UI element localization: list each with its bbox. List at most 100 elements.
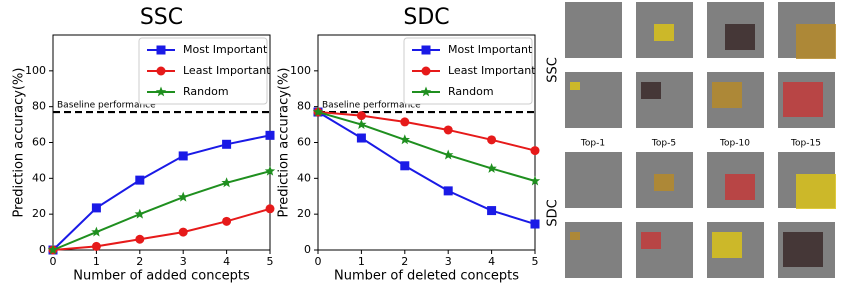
x-tick-label: 4: [488, 255, 495, 268]
image-content: [712, 232, 742, 258]
image-content: [725, 24, 755, 50]
y-axis-label: Prediction accuracy(%): [277, 68, 292, 218]
x-tick-label: 1: [93, 255, 100, 268]
y-tick-label: 60: [297, 136, 311, 149]
y-tick-label: 20: [32, 207, 46, 220]
y-tick-label: 100: [290, 64, 311, 77]
marker: [157, 46, 166, 55]
image-panel: [565, 2, 622, 58]
marker: [157, 67, 166, 76]
figure: SSC Number of added concepts Prediction ac…: [0, 0, 841, 289]
x-tick-label: 1: [358, 255, 365, 268]
marker: [135, 176, 144, 185]
marker: [222, 217, 231, 226]
row-label: SSC: [546, 57, 561, 83]
image-panel: [636, 72, 693, 128]
image-content: [783, 232, 823, 267]
y-tick-label: 80: [32, 100, 46, 113]
marker: [443, 150, 453, 160]
image-content: [641, 232, 661, 249]
image-panel: [565, 152, 622, 208]
image-content: [783, 82, 823, 117]
image-content: [725, 174, 755, 200]
marker: [179, 228, 188, 237]
image-content: [654, 174, 674, 191]
marker: [178, 192, 188, 202]
x-tick-label: 0: [50, 255, 57, 268]
marker: [266, 131, 275, 140]
legend-label: Random: [448, 85, 494, 98]
x-axis-label: Number of deleted concepts: [334, 269, 519, 284]
image-panel: [565, 72, 622, 128]
marker: [356, 119, 366, 129]
legend-label: Random: [183, 85, 229, 98]
x-tick-label: 3: [180, 255, 187, 268]
row-label: SDC: [546, 199, 561, 226]
x-tick-label: 2: [136, 255, 143, 268]
image-panel: [636, 222, 693, 278]
legend-label: Least Important: [448, 64, 536, 77]
column-label: Top-5: [651, 139, 676, 149]
series-line: [53, 171, 270, 250]
y-axis-label: Prediction accuracy(%): [12, 68, 27, 218]
series-line: [318, 112, 535, 181]
image-panel: [565, 222, 622, 278]
image-content: [712, 82, 742, 108]
y-tick-label: 40: [32, 171, 46, 184]
marker: [222, 140, 231, 149]
x-tick-label: 0: [315, 255, 322, 268]
marker: [444, 125, 453, 134]
x-tick-label: 5: [267, 255, 274, 268]
y-tick-label: 80: [297, 100, 311, 113]
column-label: Top-10: [719, 139, 750, 149]
legend-label: Most Important: [448, 43, 533, 56]
chart-title: SDC: [403, 5, 449, 30]
marker: [135, 235, 144, 244]
image-content: [796, 174, 836, 209]
marker: [266, 204, 275, 213]
marker: [92, 242, 101, 251]
x-tick-label: 2: [401, 255, 408, 268]
marker: [400, 134, 410, 144]
x-tick-label: 5: [532, 255, 539, 268]
image-content: [570, 232, 580, 240]
marker: [422, 46, 431, 55]
column-label: Top-15: [790, 139, 821, 149]
image-content: [796, 24, 836, 59]
marker: [357, 134, 366, 143]
marker: [487, 206, 496, 215]
marker: [400, 117, 409, 126]
y-tick-label: 0: [39, 243, 46, 256]
marker: [486, 163, 496, 173]
series-line: [53, 135, 270, 250]
image-content: [654, 24, 674, 41]
series-line: [318, 112, 535, 224]
y-tick-label: 60: [32, 136, 46, 149]
marker: [444, 186, 453, 195]
x-tick-label: 3: [445, 255, 452, 268]
y-tick-label: 100: [25, 64, 46, 77]
column-label: Top-1: [580, 139, 605, 149]
image-content: [570, 82, 580, 90]
marker: [135, 209, 145, 219]
marker: [357, 111, 366, 120]
x-axis-label: Number of added concepts: [73, 269, 250, 284]
legend-label: Least Important: [183, 64, 271, 77]
chart-title: SSC: [140, 5, 183, 30]
y-tick-label: 40: [297, 171, 311, 184]
y-tick-label: 0: [304, 243, 311, 256]
marker: [92, 203, 101, 212]
marker: [179, 151, 188, 160]
image-content: [641, 82, 661, 99]
marker: [221, 177, 231, 187]
marker: [531, 146, 540, 155]
marker: [531, 220, 540, 229]
series-line: [53, 209, 270, 250]
marker: [400, 161, 409, 170]
marker: [422, 67, 431, 76]
x-tick-label: 4: [223, 255, 230, 268]
y-tick-label: 20: [297, 207, 311, 220]
marker: [91, 227, 101, 237]
legend-label: Most Important: [183, 43, 268, 56]
marker: [487, 135, 496, 144]
